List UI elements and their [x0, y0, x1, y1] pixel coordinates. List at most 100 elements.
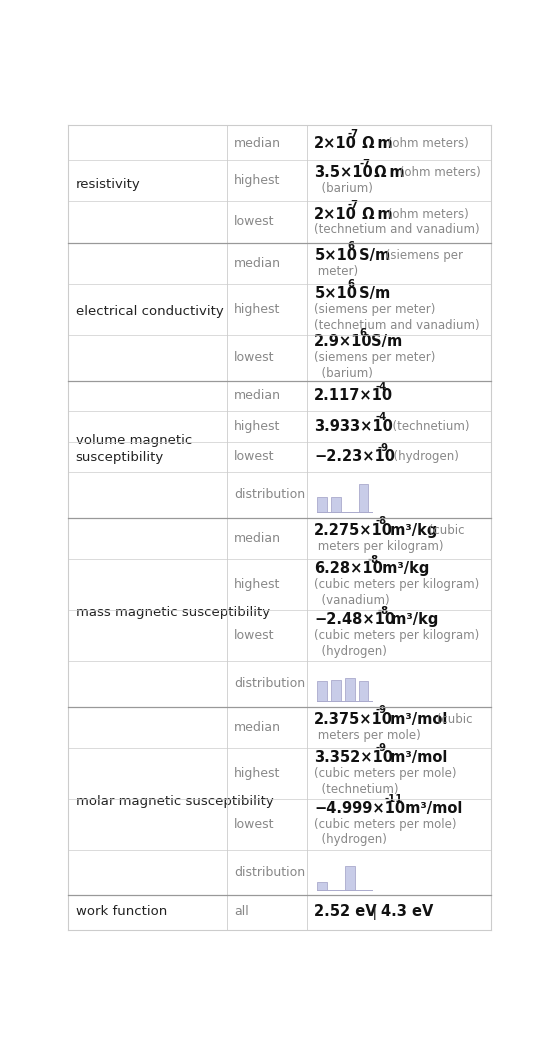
Text: all: all: [234, 905, 249, 919]
Text: 6: 6: [348, 241, 355, 251]
Bar: [359, 484, 368, 512]
Text: 2.375×10: 2.375×10: [314, 712, 393, 727]
Text: (ohm meters): (ohm meters): [384, 137, 469, 150]
Text: lowest: lowest: [234, 450, 275, 463]
Text: Ω m: Ω m: [356, 207, 392, 222]
Text: mass magnetic susceptibility: mass magnetic susceptibility: [76, 606, 270, 619]
Text: 5×10: 5×10: [314, 286, 358, 301]
Text: median: median: [234, 532, 281, 545]
Text: -7: -7: [348, 200, 359, 210]
Bar: [345, 866, 355, 890]
Bar: [317, 496, 327, 512]
Text: lowest: lowest: [234, 629, 275, 642]
Text: median: median: [234, 257, 281, 270]
Text: work function: work function: [76, 905, 167, 919]
Text: distribution: distribution: [234, 488, 305, 502]
Text: meter): meter): [314, 264, 359, 278]
Text: (cubic: (cubic: [425, 525, 465, 537]
Text: highest: highest: [234, 420, 281, 433]
Text: 2.52 eV: 2.52 eV: [314, 905, 377, 920]
Text: 3.352×10: 3.352×10: [314, 750, 393, 765]
Text: resistivity: resistivity: [76, 179, 141, 191]
Text: -8: -8: [377, 605, 389, 616]
Text: (siemens per meter): (siemens per meter): [314, 303, 436, 316]
Text: (hydrogen): (hydrogen): [314, 834, 387, 846]
Text: -11: -11: [385, 794, 403, 805]
Text: m³/mol: m³/mol: [385, 750, 447, 765]
Text: meters per mole): meters per mole): [314, 728, 421, 742]
Text: -4: -4: [376, 381, 387, 392]
Text: -9: -9: [377, 443, 388, 452]
Text: m³/kg: m³/kg: [386, 612, 439, 627]
Text: (ohm meters): (ohm meters): [396, 166, 481, 180]
Text: 6: 6: [360, 328, 367, 338]
Text: −2.23×10: −2.23×10: [314, 449, 395, 464]
Text: S/m: S/m: [366, 334, 402, 349]
Text: 6: 6: [348, 279, 355, 289]
Text: 2.275×10: 2.275×10: [314, 524, 393, 538]
Text: (hydrogen): (hydrogen): [386, 450, 459, 463]
Text: Ω m: Ω m: [356, 136, 392, 150]
Text: 6.28×10: 6.28×10: [314, 561, 383, 577]
Text: m³/kg: m³/kg: [377, 561, 429, 577]
Text: -8: -8: [368, 555, 379, 564]
Text: -8: -8: [376, 516, 387, 527]
Text: (technetium): (technetium): [314, 783, 399, 795]
Text: distribution: distribution: [234, 866, 305, 879]
Text: S/m: S/m: [354, 286, 390, 301]
Text: lowest: lowest: [234, 818, 275, 831]
Text: m³/kg: m³/kg: [385, 524, 437, 538]
Text: 2×10: 2×10: [314, 136, 357, 150]
Text: molar magnetic susceptibility: molar magnetic susceptibility: [76, 794, 274, 808]
Text: (hydrogen): (hydrogen): [314, 645, 387, 657]
Text: −4.999×10: −4.999×10: [314, 802, 405, 816]
Text: |: |: [363, 904, 386, 920]
Text: (technetium and vanadium): (technetium and vanadium): [314, 319, 480, 331]
Text: -4: -4: [376, 412, 387, 422]
Text: −2.48×10: −2.48×10: [314, 612, 396, 627]
Text: 2.9×10: 2.9×10: [314, 334, 373, 349]
Text: median: median: [234, 137, 281, 150]
Text: median: median: [234, 390, 281, 402]
Text: highest: highest: [234, 767, 281, 780]
Text: (barium): (barium): [314, 182, 373, 195]
Text: (cubic meters per kilogram): (cubic meters per kilogram): [314, 629, 480, 642]
Text: (cubic meters per mole): (cubic meters per mole): [314, 767, 457, 780]
Text: lowest: lowest: [234, 215, 275, 229]
Bar: [331, 680, 341, 701]
Text: -7: -7: [348, 130, 359, 139]
Bar: [317, 681, 327, 701]
Text: -9: -9: [376, 705, 386, 715]
Text: median: median: [234, 721, 281, 734]
Text: Ω m: Ω m: [369, 165, 404, 181]
Text: (cubic: (cubic: [433, 713, 473, 726]
Text: (siemens per meter): (siemens per meter): [314, 351, 436, 365]
Text: electrical conductivity: electrical conductivity: [76, 305, 223, 318]
Text: distribution: distribution: [234, 677, 305, 691]
Bar: [345, 678, 355, 701]
Text: -7: -7: [360, 159, 371, 168]
Text: (cubic meters per kilogram): (cubic meters per kilogram): [314, 578, 480, 591]
Text: S/m: S/m: [354, 248, 390, 263]
Text: meters per kilogram): meters per kilogram): [314, 540, 444, 553]
Text: lowest: lowest: [234, 351, 275, 365]
Text: 3.5×10: 3.5×10: [314, 165, 373, 181]
Text: (vanadium): (vanadium): [314, 594, 390, 607]
Text: (technetium and vanadium): (technetium and vanadium): [314, 224, 480, 236]
Text: 3.933×10: 3.933×10: [314, 419, 393, 434]
Text: 5×10: 5×10: [314, 248, 358, 263]
Text: (technetium): (technetium): [385, 420, 469, 433]
Text: highest: highest: [234, 578, 281, 591]
Text: m³/mol: m³/mol: [399, 802, 462, 816]
Text: volume magnetic
susceptibility: volume magnetic susceptibility: [76, 435, 192, 464]
Text: 2.117×10: 2.117×10: [314, 389, 393, 403]
Bar: [331, 496, 341, 512]
Text: highest: highest: [234, 175, 281, 187]
Text: 4.3 eV: 4.3 eV: [381, 905, 433, 920]
Bar: [359, 681, 368, 701]
Text: -9: -9: [376, 743, 386, 753]
Text: highest: highest: [234, 303, 281, 316]
Text: (siemens per: (siemens per: [382, 249, 463, 262]
Text: 2×10: 2×10: [314, 207, 357, 222]
Text: (cubic meters per mole): (cubic meters per mole): [314, 818, 457, 831]
